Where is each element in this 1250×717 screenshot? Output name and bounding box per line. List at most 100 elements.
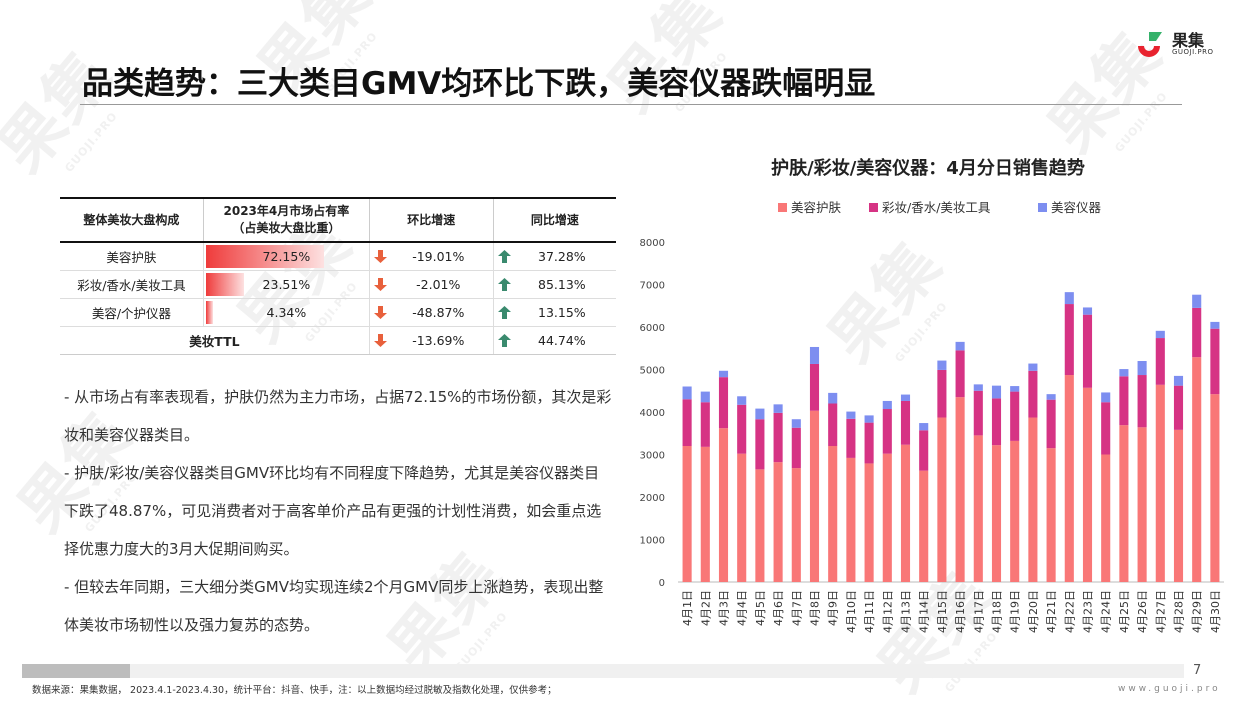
yoy-cell: 44.74%: [492, 326, 616, 355]
y-tick-label: 6000: [640, 323, 665, 334]
yoy-value: 44.74%: [538, 333, 586, 348]
y-tick-label: 7000: [640, 281, 665, 292]
x-tick-label: 4月20日: [1027, 590, 1040, 633]
bar-segment: [1064, 375, 1074, 582]
market-share-value: 23.51%: [262, 277, 311, 292]
legend-label: 彩妆/香水/美妆工具: [882, 200, 991, 215]
legend-swatch: [1038, 203, 1047, 212]
market-share-value: 4.34%: [266, 305, 307, 320]
page-title: 品类趋势：三大类目GMV均环比下跌，美容仪器跌幅明显: [82, 66, 876, 102]
bar-segment: [1101, 392, 1111, 403]
bar-segment: [1028, 417, 1038, 582]
bar-segment: [1137, 361, 1147, 376]
x-tick-label: 4月28日: [1173, 590, 1186, 633]
x-tick-label: 4月24日: [1100, 590, 1113, 633]
bar-segment: [900, 400, 911, 445]
yoy-value: 13.15%: [538, 305, 586, 320]
bar-segment: [973, 435, 983, 583]
bar-segment: [973, 390, 983, 436]
bar-segment: [809, 410, 820, 582]
table-row: 美容/个护仪器 4.34% -48.87% 13.15%: [60, 298, 616, 327]
bar-segment: [1028, 363, 1038, 371]
y-tick-label: 3000: [640, 451, 665, 462]
x-tick-label: 4月21日: [1045, 590, 1058, 633]
x-tick-label: 4月12日: [881, 590, 894, 633]
brand-subtitle: GUOJI.PRO: [1172, 48, 1214, 56]
total-name: 美妆TTL: [60, 326, 370, 355]
x-tick-label: 4月19日: [1009, 590, 1022, 633]
note-paragraph: - 但较去年同期，三大细分类GMV均实现连续2个月GMV同步上涨趋势，表现出整体…: [64, 578, 604, 634]
x-tick-label: 4月26日: [1136, 590, 1149, 633]
x-tick-label: 4月23日: [1082, 590, 1095, 633]
bar-segment: [1046, 399, 1056, 449]
bar-segment: [1155, 338, 1165, 385]
bar-segment: [882, 400, 892, 410]
y-tick-label: 4000: [640, 408, 665, 419]
bar-segment: [919, 430, 929, 471]
bar-segment: [973, 384, 983, 391]
x-tick-label: 4月27日: [1154, 590, 1167, 633]
bar-segment: [919, 470, 929, 582]
mom-cell: -13.69%: [368, 326, 494, 355]
bar-segment: [700, 391, 710, 403]
x-tick-label: 4月30日: [1209, 590, 1222, 633]
bar-segment: [1155, 384, 1165, 582]
brand-name: 果集: [1172, 31, 1205, 50]
legend-swatch: [869, 203, 878, 212]
bar-segment: [773, 462, 783, 582]
y-tick-label: 0: [659, 578, 665, 589]
bar-segment: [1028, 370, 1038, 418]
market-share-bar: [205, 245, 325, 268]
note-paragraph: - 从市场占有率表现看，护肤仍然为主力市场，占据72.15%的市场份额，其次是彩…: [64, 388, 612, 444]
daily-sales-chart: 美容护肤 彩妆/香水/美妆工具 美容仪器 0 1000 2000 3000 4000 5000 6…: [640, 200, 1224, 633]
bar-segment: [1046, 448, 1056, 583]
bar-segment: [1173, 385, 1184, 430]
mom-cell: -19.01%: [368, 242, 494, 271]
category-name: 彩妆/香水/美妆工具: [60, 270, 204, 299]
bar-segment: [682, 399, 692, 446]
data-source-note: 数据来源：果集数据， 2023.4.1-2023.4.30，统计平台：抖音、快手…: [32, 685, 557, 696]
table-header: 2023年4月市场占有率 （占美妆大盘比重）: [202, 197, 370, 243]
bar-segment: [1101, 454, 1111, 582]
bar-segment: [718, 428, 729, 582]
legend-swatch: [778, 203, 787, 212]
x-tick-label: 4月11日: [863, 590, 876, 633]
bar-segment: [828, 446, 838, 582]
bar-segment: [737, 453, 747, 582]
market-share-value: 72.15%: [262, 249, 311, 264]
bar-segment: [809, 363, 820, 411]
yoy-cell: 85.13%: [492, 270, 616, 299]
x-tick-label: 4月6日: [772, 590, 785, 626]
footer-bar-accent: [22, 664, 130, 678]
bar-segment: [991, 398, 1002, 446]
bar-segment: [1082, 387, 1093, 582]
x-tick-label: 4月4日: [736, 590, 749, 626]
bar-segment: [1046, 394, 1056, 400]
note-paragraph: - 护肤/彩妆/美容仪器类目GMV环比均有不同程度下降趋势，尤其是美容仪器类目下…: [64, 464, 602, 558]
bar-segment: [1192, 307, 1202, 358]
mom-cell: -48.87%: [368, 298, 494, 327]
bar-segment: [864, 463, 874, 582]
website-url: www.guoji.pro: [1118, 684, 1221, 694]
bar-segment: [1155, 330, 1165, 339]
bar-segment: [1119, 369, 1129, 377]
bar-segment: [755, 469, 765, 583]
bar-segment: [828, 403, 838, 446]
x-tick-label: 4月17日: [972, 590, 985, 633]
x-tick-label: 4月15日: [936, 590, 949, 633]
table-row: 彩妆/香水/美妆工具 23.51% -2.01% 85.13%: [60, 270, 616, 299]
yoy-value: 85.13%: [538, 277, 586, 292]
bar-segment: [773, 404, 783, 413]
brand-logo-icon: [1138, 46, 1160, 57]
bar-segment: [718, 370, 729, 378]
market-share-bar: [205, 301, 213, 324]
bar-segment: [791, 419, 801, 428]
bar-segment: [937, 417, 947, 582]
x-tick-label: 4月22日: [1063, 590, 1076, 633]
market-share-table: 整体美妆大盘构成 2023年4月市场占有率 （占美妆大盘比重） 环比增速 同比增…: [60, 197, 616, 355]
bar-segment: [991, 385, 1002, 399]
x-tick-label: 4月3日: [718, 590, 731, 626]
bar-segment: [791, 427, 801, 469]
page-number: 7: [1193, 663, 1202, 678]
x-tick-label: 4月25日: [1118, 590, 1131, 633]
